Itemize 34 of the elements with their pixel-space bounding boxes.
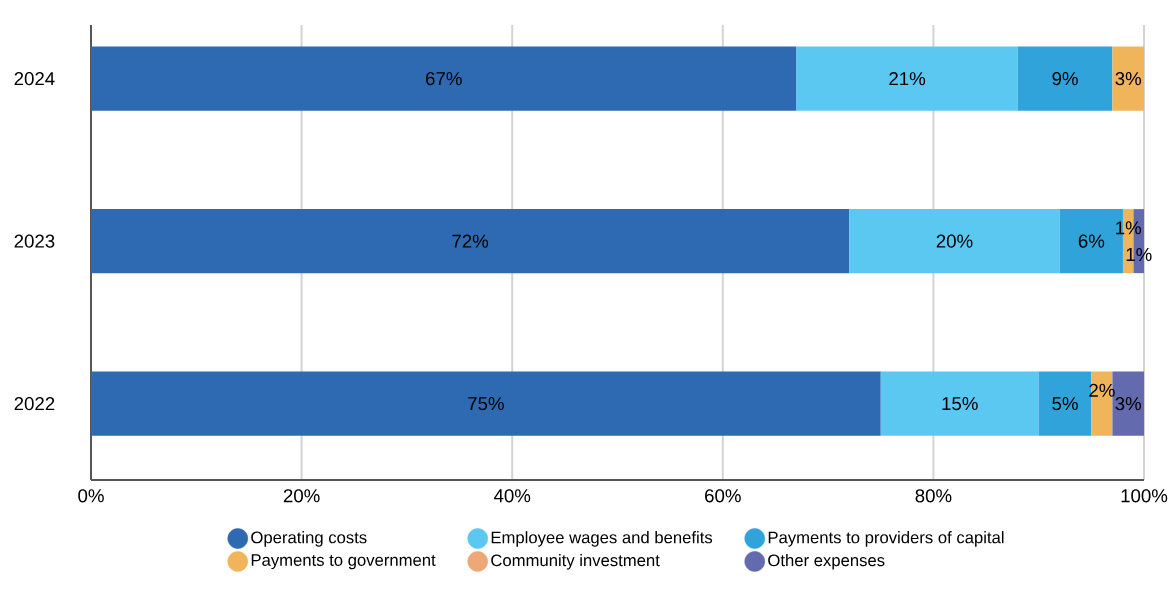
x-tick-label: 40% [493,489,531,503]
bar [880,371,1039,436]
y-tick-label: 2022 [14,397,55,411]
legend-label: Other expenses [768,553,885,570]
data-label: 72% [452,234,489,248]
data-label: 75% [468,397,504,411]
legend-label: Payments to providers of capital [768,531,1004,547]
y-tick-label: 2024 [14,72,55,86]
data-label: 67% [426,72,462,86]
data-label: 5% [1052,397,1078,411]
legend-label: Operating costs [251,531,367,547]
bar [91,209,850,274]
bar [1017,46,1113,111]
data-label: 15% [942,397,978,411]
x-tick-label: 80% [915,489,952,503]
x-tick-label: 0% [78,489,104,503]
x-tick-label: 60% [705,489,741,503]
y-tick-label: 2023 [14,234,55,248]
bar [1112,46,1145,111]
bar [91,46,797,111]
legend-label: Employee wages and benefits [491,531,713,547]
bar [91,371,881,436]
data-label: 3% [1115,72,1142,86]
x-tick-label: 20% [283,489,320,503]
bar [849,209,1060,274]
data-label: 3% [1115,397,1142,411]
data-label: 21% [889,72,926,86]
legend-label: Community investment [491,553,660,570]
x-tick-label: 100% [1121,489,1168,503]
legend-label: Payments to government [251,554,436,570]
data-label: 9% [1052,72,1078,86]
data-label: 6% [1078,234,1105,248]
bar [796,46,1018,111]
data-label: 20% [936,234,973,248]
